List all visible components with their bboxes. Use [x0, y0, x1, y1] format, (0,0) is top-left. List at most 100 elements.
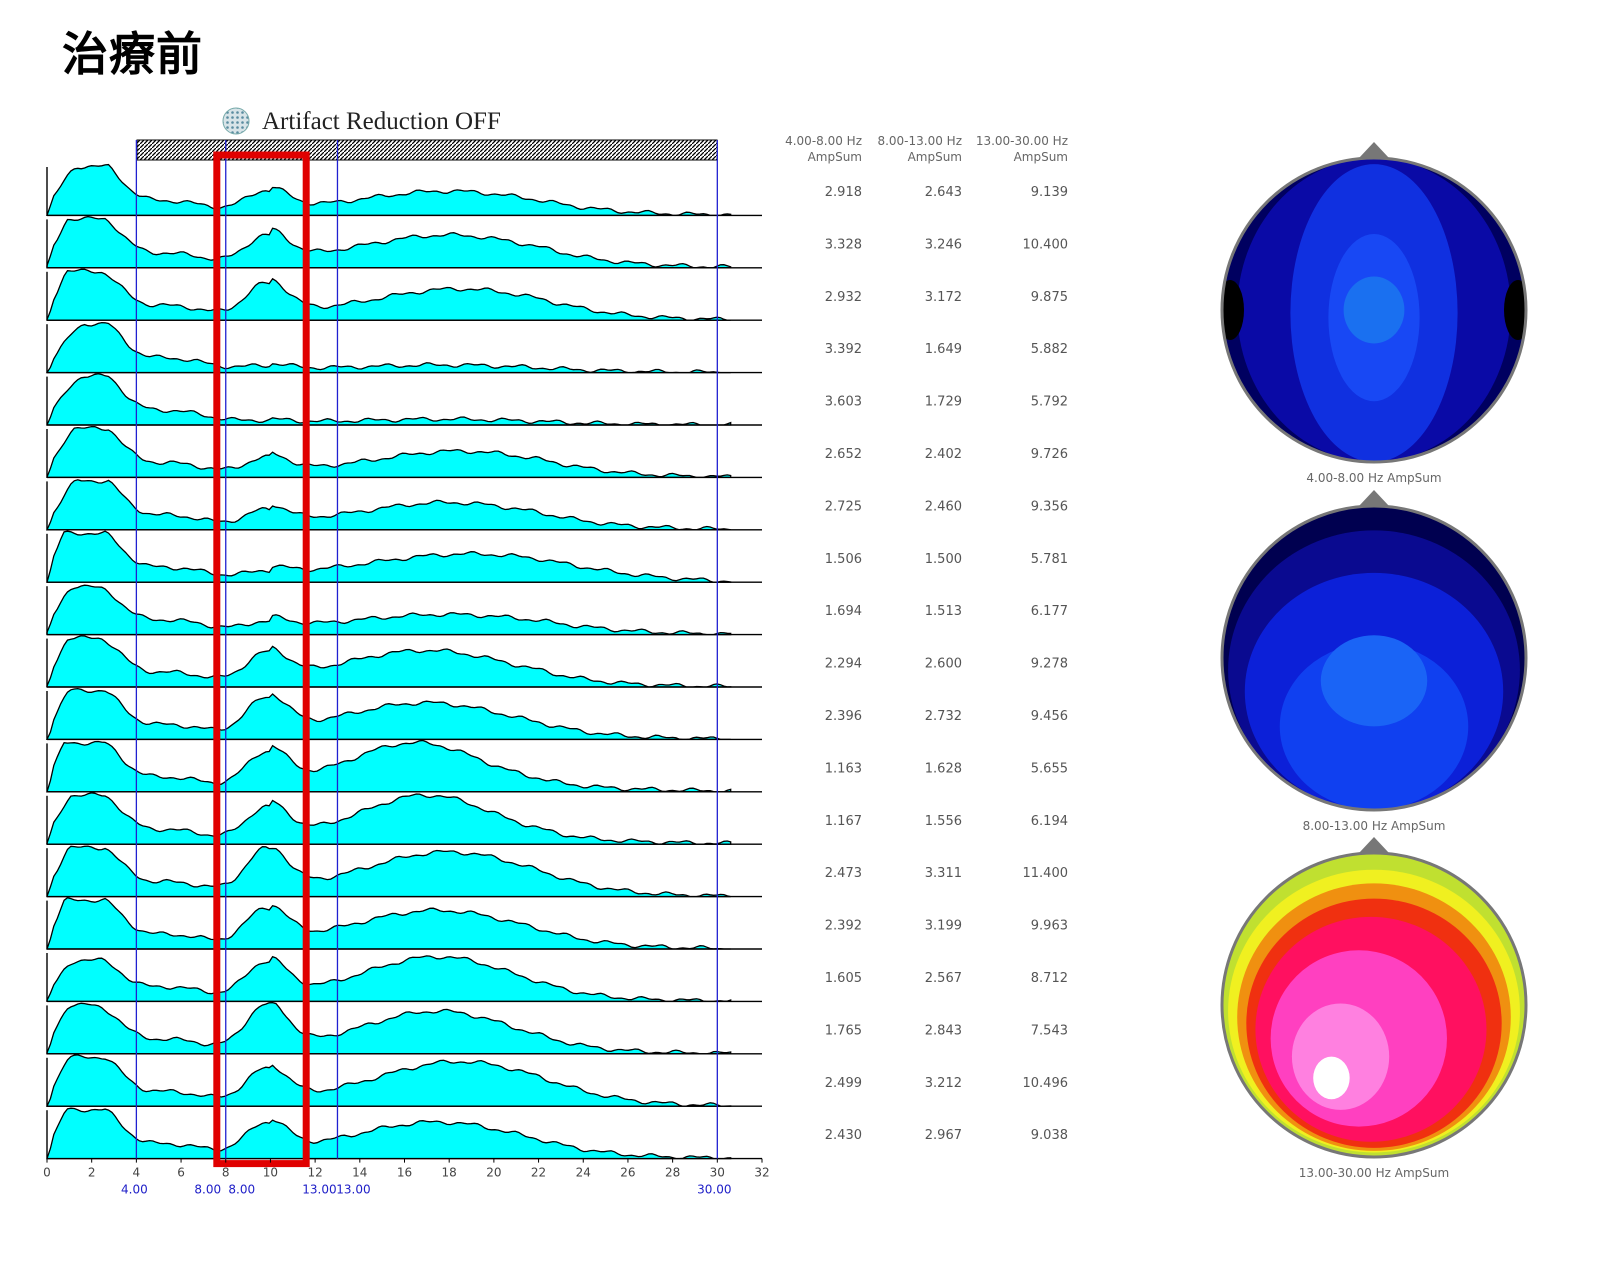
amp-value: 2.473	[825, 866, 862, 881]
channel-5	[46, 373, 762, 426]
x-tick-label: 8	[222, 1166, 230, 1180]
amp-value: 2.967	[925, 1128, 962, 1143]
channel-6	[46, 425, 762, 479]
amp-value: 9.726	[1031, 447, 1068, 462]
amp-value: 5.882	[1031, 342, 1068, 357]
amp-value: 5.781	[1031, 552, 1068, 567]
amp-value: 1.649	[925, 342, 962, 357]
brain-icon	[222, 107, 250, 135]
channel-2	[46, 215, 762, 269]
column-header-measure: AmpSum	[808, 150, 862, 164]
amp-value: 6.194	[1031, 814, 1068, 829]
channel-14	[46, 845, 762, 898]
band-label: 4.00	[121, 1183, 148, 1197]
topomap-1: 4.00-8.00 Hz AmpSum	[1220, 142, 1528, 485]
topomaps: 4.00-8.00 Hz AmpSum 8.00-13.00 Hz AmpSum 1…	[1220, 142, 1528, 1180]
spectrum-area	[45, 687, 731, 741]
amp-value: 9.038	[1031, 1128, 1068, 1143]
amp-value: 2.652	[825, 447, 862, 462]
topomap-label: 4.00-8.00 Hz AmpSum	[1306, 471, 1441, 485]
spectrum-area	[46, 792, 732, 845]
amp-value: 9.456	[1031, 709, 1068, 724]
band-label: 30.00	[697, 1183, 731, 1197]
amp-value: 3.392	[825, 342, 862, 357]
x-axis: 0 2 4 6 8 10 12 14 16 18 20 22 24 26 28 30 324.00 8.00 8.0…	[43, 1158, 770, 1197]
x-tick-label: 10	[263, 1166, 278, 1180]
amp-value: 2.294	[825, 657, 862, 672]
amp-value: 1.163	[825, 761, 862, 776]
spectra-group	[45, 163, 762, 1160]
spectrum-area	[46, 163, 732, 217]
nose-marker	[1359, 837, 1389, 853]
channel-9	[46, 584, 762, 636]
band-label: 8.00	[194, 1183, 221, 1197]
spectrum-area	[46, 584, 732, 636]
amp-value: 2.843	[925, 1023, 962, 1038]
x-tick-label: 32	[754, 1166, 769, 1180]
amp-value: 1.694	[825, 604, 862, 619]
channel-10	[46, 635, 762, 688]
x-tick-label: 18	[442, 1166, 457, 1180]
topomap-contour	[1343, 276, 1405, 344]
channel-15	[46, 896, 762, 950]
column-header-range: 4.00-8.00 Hz	[785, 134, 862, 148]
amp-value: 10.400	[1023, 237, 1069, 252]
spectrum-area	[46, 635, 732, 688]
amp-value: 2.643	[925, 185, 962, 200]
spectrum-area	[46, 373, 732, 426]
topomap-2: 8.00-13.00 Hz AmpSum	[1220, 490, 1528, 833]
x-tick-label: 30	[710, 1166, 725, 1180]
amp-value: 2.396	[825, 709, 862, 724]
x-tick-label: 6	[177, 1166, 185, 1180]
spectrum-area	[46, 1001, 732, 1055]
amp-value: 1.506	[825, 552, 862, 567]
topomap-contour	[1313, 1056, 1350, 1100]
column-header-measure: AmpSum	[1014, 150, 1068, 164]
amp-value: 2.725	[825, 499, 862, 514]
x-tick-label: 28	[665, 1166, 680, 1180]
band-label: 8.00	[228, 1183, 255, 1197]
amp-value: 3.328	[825, 237, 862, 252]
topomap-label: 8.00-13.00 Hz AmpSum	[1303, 819, 1446, 833]
nose-marker	[1359, 490, 1389, 506]
channel-19	[46, 1107, 762, 1160]
channel-1	[46, 163, 762, 217]
amp-table: 4.00-8.00 Hz AmpSum 8.00-13.00 Hz AmpSum 13.…	[785, 134, 1068, 1143]
spectrum-area	[46, 845, 731, 898]
channel-11	[45, 687, 762, 741]
nose-marker	[1359, 142, 1389, 158]
amp-value: 3.311	[925, 866, 962, 881]
topomap-label: 13.00-30.00 Hz AmpSum	[1299, 1166, 1449, 1180]
amp-value: 2.430	[825, 1128, 862, 1143]
amp-value: 2.460	[925, 499, 962, 514]
amp-value: 1.167	[825, 814, 862, 829]
amp-value: 6.177	[1031, 604, 1068, 619]
amp-value: 9.278	[1031, 657, 1068, 672]
x-tick-label: 14	[352, 1166, 367, 1180]
band-label: 13.00	[336, 1183, 370, 1197]
spectrum-area	[45, 321, 731, 374]
amp-value: 2.732	[925, 709, 962, 724]
amp-value: 3.246	[925, 237, 962, 252]
amp-value: 1.605	[825, 971, 862, 986]
amp-value: 1.556	[925, 814, 962, 829]
topomap-contour	[1222, 280, 1244, 340]
amp-value: 5.655	[1031, 761, 1068, 776]
spectrum-area	[46, 268, 731, 321]
x-tick-label: 16	[397, 1166, 412, 1180]
amp-value: 3.199	[925, 919, 962, 934]
spectrum-area	[46, 896, 731, 950]
x-tick-label: 4	[133, 1166, 141, 1180]
amp-value: 11.400	[1023, 866, 1069, 881]
x-tick-label: 2	[88, 1166, 96, 1180]
channel-17	[46, 1001, 762, 1055]
column-header-range: 8.00-13.00 Hz	[877, 134, 962, 148]
amp-value: 1.729	[925, 395, 962, 410]
channel-13	[46, 792, 762, 845]
amp-value: 1.765	[825, 1023, 862, 1038]
spectrum-area	[45, 1054, 732, 1107]
amp-value: 5.792	[1031, 395, 1068, 410]
x-tick-label: 0	[43, 1166, 51, 1180]
channel-18	[45, 1054, 762, 1107]
